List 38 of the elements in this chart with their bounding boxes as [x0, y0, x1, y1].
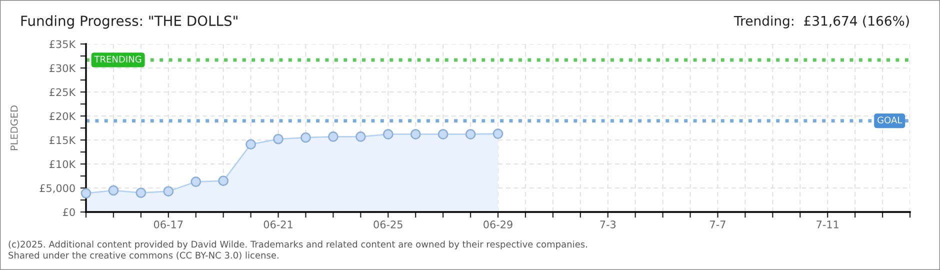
point — [136, 188, 146, 198]
x-tick-label: 7-3 — [600, 220, 616, 228]
point — [190, 176, 202, 187]
y-tick-label: £30K — [50, 64, 76, 72]
point — [382, 129, 394, 140]
y-tick-label: £10K — [50, 160, 76, 168]
y-tick-label: £0 — [62, 208, 75, 216]
y-tick-label: £25K — [50, 88, 76, 96]
point — [328, 131, 338, 142]
ref-line-label: GOAL — [878, 116, 902, 124]
y-tick-label: £20K — [50, 112, 76, 120]
ref-line-label: TRENDING — [94, 56, 142, 63]
point — [465, 129, 476, 140]
point — [410, 129, 421, 140]
x-tick-label: 06-21 — [264, 220, 292, 228]
point — [108, 185, 119, 196]
point — [80, 188, 92, 198]
point — [163, 186, 174, 197]
point — [492, 128, 504, 139]
point — [300, 132, 311, 143]
text: (c)2025. Additional content provided by David Wilde. Trademarks and related content are owned by their respective companies. — [8, 240, 587, 250]
x-tick-label: 06-25 — [374, 220, 402, 228]
y-tick-label: £35K — [50, 40, 76, 48]
y-tick-label: £5,000 — [40, 184, 75, 194]
y-tick-label: £15K — [50, 136, 76, 144]
x-tick-label: 7-11 — [816, 220, 838, 228]
point — [273, 134, 284, 144]
point — [438, 129, 448, 140]
point — [218, 176, 229, 186]
chart-subtitle: Trending: £31,674 (166%) — [734, 16, 909, 28]
chart-title: Funding Progress: "THE DOLLS" — [21, 15, 238, 29]
x-tick-label: 06-17 — [154, 220, 183, 228]
point — [246, 139, 256, 150]
text: Shared under the creative commons (CC BY-NC 3.0) license. — [8, 252, 278, 260]
y-axis-title: PLEDGED — [10, 106, 18, 150]
x-tick-label: 06-29 — [484, 220, 512, 228]
x-tick-label: 7-7 — [710, 220, 726, 228]
point — [355, 131, 366, 142]
